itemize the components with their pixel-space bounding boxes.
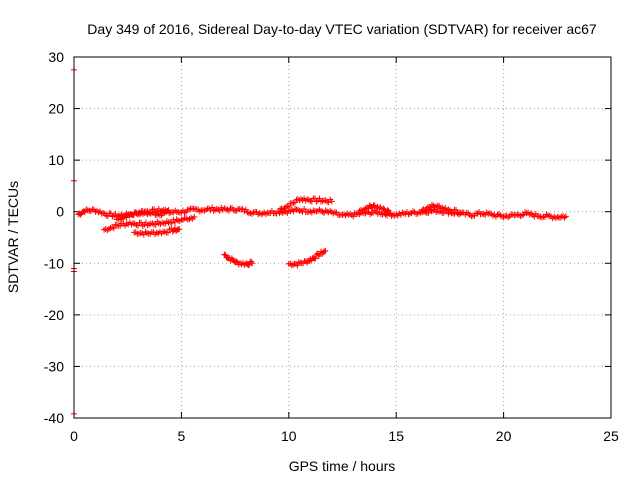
data-point [123, 214, 130, 221]
data-point [386, 210, 393, 217]
data-point [293, 196, 300, 203]
data-point [107, 210, 114, 217]
data-point [514, 211, 521, 218]
y-tick-label: 30 [48, 49, 64, 65]
data-point [95, 209, 102, 216]
data-point [350, 213, 357, 220]
data-point [454, 210, 461, 217]
data-point [322, 247, 329, 254]
data-point [312, 255, 319, 262]
y-axis-label: SDTVAR / TECUs [5, 181, 21, 293]
data-point [562, 213, 569, 220]
y-tick-label: 20 [48, 101, 64, 117]
data-point [247, 210, 254, 217]
data-point [175, 209, 182, 216]
data-point [290, 199, 297, 206]
data-point [538, 214, 545, 221]
data-point [468, 213, 475, 220]
data-point [328, 198, 335, 205]
grid-lines [74, 57, 611, 418]
data-point [284, 203, 291, 210]
data-point [209, 204, 216, 211]
x-tick-label: 25 [603, 428, 619, 444]
data-point [434, 202, 441, 209]
data-point [294, 262, 301, 269]
data-point [191, 213, 198, 220]
data-point [94, 207, 101, 214]
data-point [417, 209, 424, 216]
data-point [453, 206, 460, 213]
data-point [249, 260, 256, 267]
y-tick-label: -20 [44, 307, 64, 323]
data-point [165, 207, 172, 214]
data-point [295, 259, 302, 266]
data-point [285, 204, 292, 211]
data-point [152, 221, 159, 228]
x-tick-label: 0 [70, 428, 78, 444]
data-point [371, 202, 378, 209]
data-point [299, 197, 306, 204]
y-tick-label: 10 [48, 152, 64, 168]
data-point [384, 207, 391, 214]
data-point [147, 209, 154, 216]
x-axis-label: GPS time / hours [289, 458, 396, 474]
data-point [421, 207, 428, 214]
data-point [246, 262, 253, 269]
y-tick-label: -40 [44, 410, 64, 426]
data-point [110, 225, 117, 232]
x-tick-label: 10 [281, 428, 297, 444]
data-point [457, 209, 464, 216]
data-point [318, 198, 325, 205]
data-point [400, 210, 407, 217]
plot-frame [73, 56, 612, 419]
y-tick-label: -30 [44, 358, 64, 374]
data-point [545, 212, 552, 219]
x-tick-label: 15 [388, 428, 404, 444]
data-point [168, 220, 175, 227]
data-point [216, 207, 223, 214]
y-tick-label: 0 [56, 204, 64, 220]
data-point [505, 214, 512, 221]
data-point [164, 229, 171, 236]
data-point [176, 226, 183, 233]
data-point [339, 211, 346, 218]
chart-title: Day 349 of 2016, Sidereal Day-to-day VTE… [87, 21, 597, 37]
data-point [169, 228, 176, 235]
data-point [431, 203, 438, 210]
x-tick-label: 5 [178, 428, 186, 444]
data-point [238, 261, 245, 268]
data-point [290, 261, 297, 268]
data-point [262, 210, 269, 217]
data-point [331, 208, 338, 215]
data-point [561, 214, 568, 221]
data-point [233, 258, 240, 265]
data-series [71, 66, 569, 417]
x-tick-label: 20 [496, 428, 512, 444]
y-tick-label: -10 [44, 255, 64, 271]
